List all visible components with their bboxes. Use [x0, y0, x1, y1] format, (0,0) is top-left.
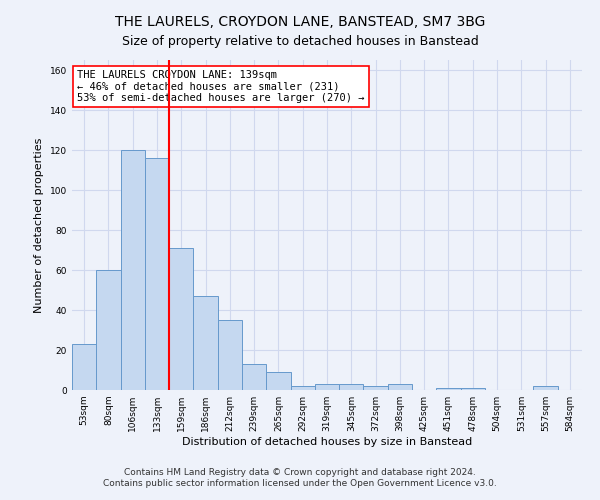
Y-axis label: Number of detached properties: Number of detached properties — [34, 138, 44, 312]
Text: THE LAURELS CROYDON LANE: 139sqm
← 46% of detached houses are smaller (231)
53% : THE LAURELS CROYDON LANE: 139sqm ← 46% o… — [77, 70, 365, 103]
Bar — [315, 384, 339, 390]
Bar — [388, 384, 412, 390]
Text: THE LAURELS, CROYDON LANE, BANSTEAD, SM7 3BG: THE LAURELS, CROYDON LANE, BANSTEAD, SM7… — [115, 15, 485, 29]
Bar — [364, 386, 388, 390]
Text: Contains HM Land Registry data © Crown copyright and database right 2024.
Contai: Contains HM Land Registry data © Crown c… — [103, 468, 497, 487]
Bar — [193, 296, 218, 390]
X-axis label: Distribution of detached houses by size in Banstead: Distribution of detached houses by size … — [182, 437, 472, 447]
Bar — [121, 150, 145, 390]
Bar — [339, 384, 364, 390]
Bar — [266, 372, 290, 390]
Bar — [96, 270, 121, 390]
Bar — [461, 388, 485, 390]
Bar — [145, 158, 169, 390]
Bar — [290, 386, 315, 390]
Bar — [72, 344, 96, 390]
Bar — [218, 320, 242, 390]
Text: Size of property relative to detached houses in Banstead: Size of property relative to detached ho… — [122, 35, 478, 48]
Bar — [242, 364, 266, 390]
Bar — [436, 388, 461, 390]
Bar — [169, 248, 193, 390]
Bar — [533, 386, 558, 390]
